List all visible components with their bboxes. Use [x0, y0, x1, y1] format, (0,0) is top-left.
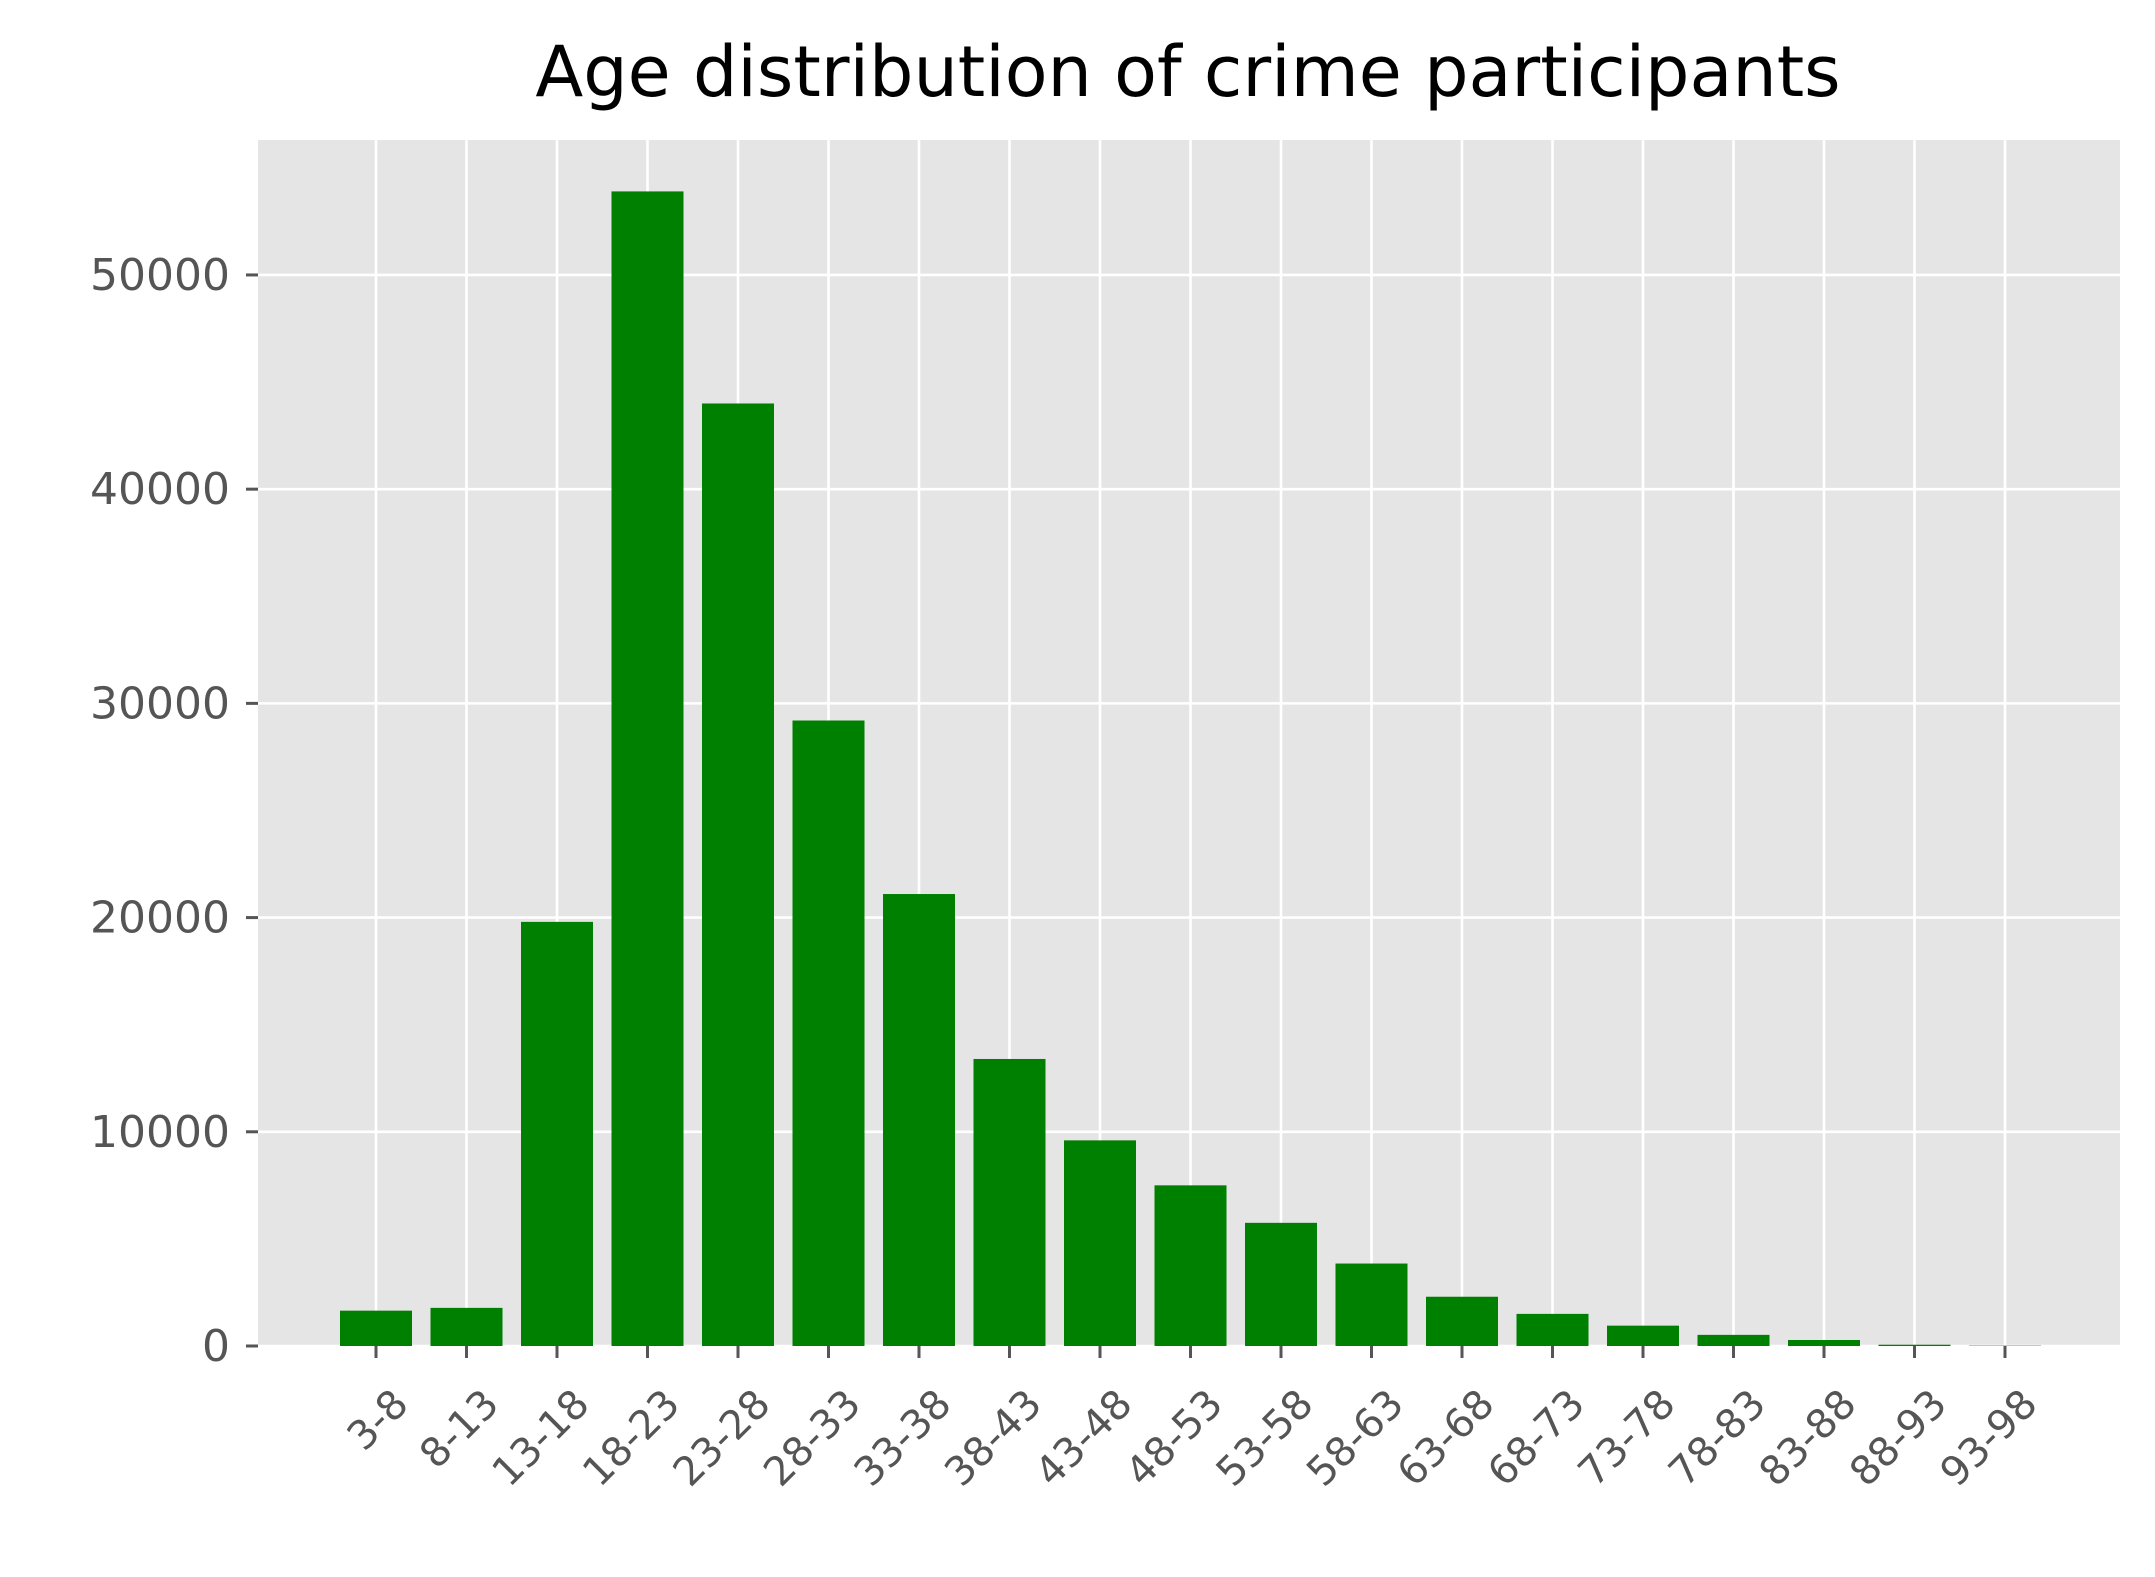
bar-63-68	[1426, 1297, 1498, 1346]
x-tick-label: 38-43	[936, 1381, 1051, 1496]
bar-23-28	[702, 403, 774, 1346]
chart-title: Age distribution of crime participants	[535, 31, 1840, 113]
x-tick-label: 58-63	[1298, 1381, 1413, 1496]
x-tick-label: 43-48	[1027, 1381, 1142, 1496]
bar-33-38	[883, 894, 955, 1346]
x-tick-label: 78-83	[1660, 1381, 1775, 1496]
y-axis: 0 10000 20000 30000 40000 50000	[90, 250, 258, 1372]
x-tick-label: 68-73	[1479, 1381, 1594, 1496]
y-tick-label: 20000	[90, 893, 230, 944]
x-tick-label: 73-78	[1570, 1381, 1685, 1496]
bar-88-93	[1879, 1345, 1951, 1346]
y-tick-label: 10000	[90, 1107, 230, 1158]
bar-13-18	[521, 922, 593, 1346]
x-tick-label: 3-8	[339, 1381, 418, 1460]
bar-3-8	[340, 1311, 412, 1346]
y-tick-label: 40000	[90, 464, 230, 515]
x-tick-label: 83-88	[1751, 1381, 1866, 1496]
x-tick-label: 93-98	[1932, 1381, 2047, 1496]
bar-48-53	[1155, 1185, 1227, 1346]
bar-8-13	[431, 1308, 503, 1346]
x-tick-label: 63-68	[1389, 1381, 1504, 1496]
x-tick-label: 13-18	[484, 1381, 599, 1496]
y-tick-label: 50000	[90, 250, 230, 301]
bar-78-83	[1698, 1335, 1770, 1346]
bar-68-73	[1517, 1314, 1589, 1346]
x-tick-label: 23-28	[665, 1381, 780, 1496]
x-tick-label: 18-23	[574, 1381, 689, 1496]
bar-43-48	[1064, 1140, 1136, 1346]
x-tick-label: 28-33	[755, 1381, 870, 1496]
x-tick-label: 53-58	[1208, 1381, 1323, 1496]
bar-53-58	[1245, 1223, 1317, 1346]
y-tick-label: 0	[202, 1321, 230, 1372]
bar-28-33	[793, 721, 865, 1346]
x-tick-label: 33-38	[846, 1381, 961, 1496]
bar-73-78	[1607, 1326, 1679, 1346]
x-axis: 3-88-1313-1818-2323-2828-3333-3838-4343-…	[339, 1346, 2047, 1496]
bar-18-23	[612, 191, 684, 1346]
x-tick-label: 48-53	[1117, 1381, 1232, 1496]
bar-83-88	[1788, 1340, 1860, 1346]
x-tick-label: 88-93	[1841, 1381, 1956, 1496]
bar-38-43	[974, 1059, 1046, 1346]
y-tick-label: 30000	[90, 678, 230, 729]
bar-58-63	[1336, 1264, 1408, 1346]
